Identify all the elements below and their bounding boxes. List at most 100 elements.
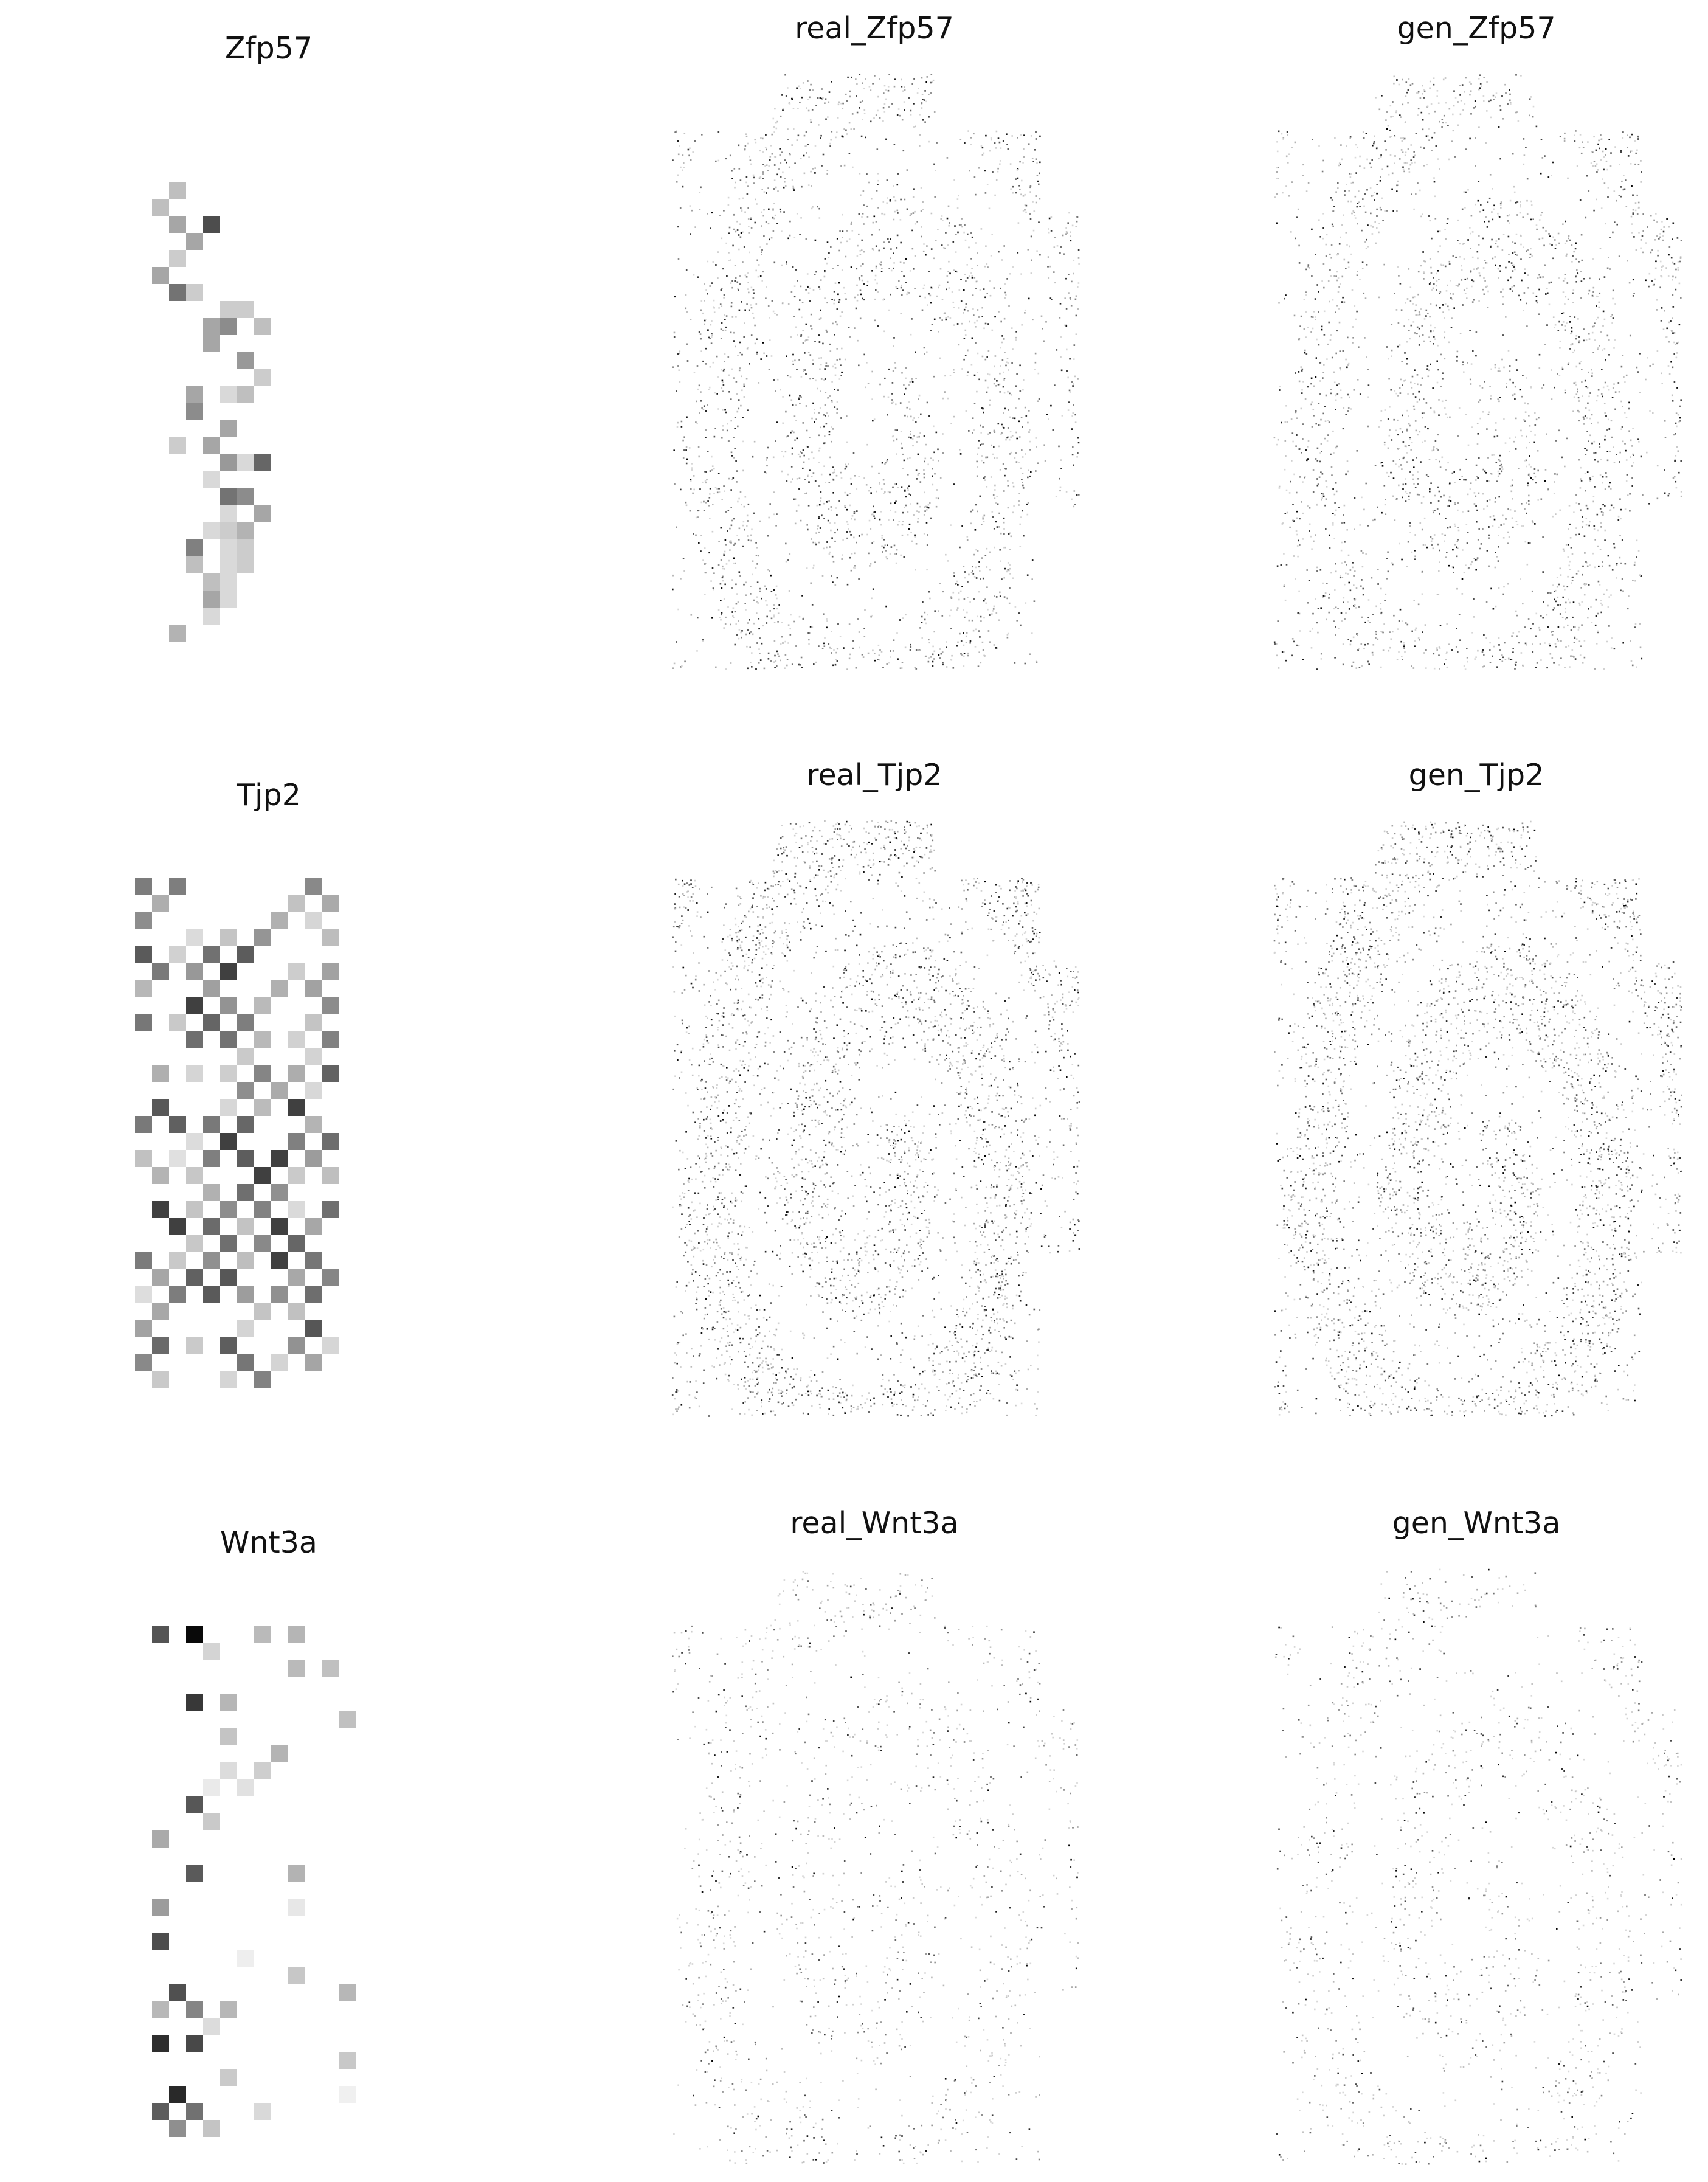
scatter-point (1673, 381, 1676, 383)
scatter-point (1020, 193, 1022, 196)
scatter-point (1316, 447, 1319, 449)
scatter-point (861, 533, 863, 536)
scatter-point (823, 547, 825, 550)
scatter-point (1278, 485, 1281, 488)
scatter-point (807, 286, 809, 288)
scatter-point (707, 451, 709, 452)
scatter-point (1383, 263, 1385, 266)
scatter-point (780, 176, 782, 178)
scatter-point (1469, 227, 1471, 229)
scatter-point (1531, 520, 1533, 522)
scatter-point (1526, 377, 1527, 379)
scatter-point (870, 615, 872, 618)
scatter-point (881, 212, 883, 215)
scatter-point (964, 355, 967, 356)
scatter-point (1336, 279, 1338, 282)
scatter-point (1589, 417, 1591, 420)
scatter-point (688, 447, 691, 449)
scatter-point (961, 586, 963, 587)
scatter-point (1316, 503, 1318, 505)
scatter-point (699, 192, 701, 193)
scatter-point (993, 644, 995, 646)
scatter-point (902, 453, 904, 455)
scatter-point (1622, 137, 1624, 139)
scatter-point (748, 232, 750, 234)
scatter-point (1673, 353, 1675, 355)
scatter-point (1034, 149, 1036, 151)
scatter-point (1402, 457, 1405, 460)
scatter-point (1407, 393, 1409, 395)
scatter-point (1399, 114, 1401, 116)
scatter-point (1645, 242, 1647, 244)
scatter-point (1474, 559, 1476, 562)
scatter-point (1029, 440, 1031, 443)
scatter-point (826, 501, 828, 503)
scatter-point (1463, 665, 1465, 667)
scatter-point (1416, 457, 1417, 459)
scatter-point (705, 410, 707, 412)
heatmap-cell (305, 1082, 322, 1099)
scatter-point (1411, 193, 1412, 195)
scatter-point (673, 662, 676, 665)
scatter-point (745, 133, 747, 135)
scatter-point (1008, 569, 1010, 572)
scatter-point (901, 294, 903, 296)
scatter-point (789, 553, 791, 555)
scatter-point (818, 318, 821, 320)
scatter-point (1316, 478, 1318, 480)
scatter-point (1359, 206, 1361, 207)
scatter-point (1073, 358, 1075, 360)
scatter-point (879, 518, 881, 521)
scatter-point (908, 97, 910, 99)
scatter-point (744, 496, 747, 498)
scatter-point (808, 632, 811, 634)
scatter-point (838, 282, 840, 284)
scatter-point (1585, 583, 1588, 585)
scatter-point (672, 574, 674, 577)
scatter-point (1634, 140, 1636, 142)
scatter-point (738, 407, 740, 410)
scatter-point (894, 78, 896, 80)
scatter-point (1321, 493, 1323, 494)
scatter-point (1078, 494, 1080, 496)
scatter-point (1488, 411, 1490, 414)
scatter-point (1428, 459, 1431, 460)
scatter-point (797, 453, 800, 455)
scatter-point (1509, 378, 1511, 381)
scatter-point (888, 368, 890, 370)
scatter-point (1007, 507, 1009, 509)
scatter-point (1676, 342, 1678, 345)
scatter-point (1454, 504, 1456, 505)
scatter-point (984, 476, 986, 478)
scatter-point (1465, 77, 1467, 79)
scatter-point (1580, 466, 1582, 469)
scatter-point (798, 488, 800, 490)
scatter-point (766, 622, 768, 624)
scatter-point (1564, 132, 1566, 134)
scatter-point (981, 443, 983, 445)
scatter-point (911, 83, 913, 85)
scatter-point (1008, 602, 1011, 604)
scatter-point (785, 560, 787, 563)
scatter-point (1662, 328, 1665, 330)
scatter-point (1633, 462, 1634, 464)
scatter-point (1372, 195, 1374, 196)
scatter-point (853, 511, 856, 513)
scatter-point (763, 667, 766, 670)
scatter-point (811, 109, 814, 111)
scatter-point (1582, 141, 1583, 143)
scatter-point (804, 369, 806, 371)
scatter-point (1295, 530, 1298, 532)
scatter-point (963, 308, 966, 311)
scatter-point (1002, 140, 1004, 142)
scatter-point (1428, 283, 1431, 285)
scatter-point (859, 279, 861, 281)
scatter-point (987, 373, 989, 375)
scatter-point (924, 296, 926, 299)
scatter-point (1389, 129, 1391, 131)
scatter-point (811, 417, 813, 420)
scatter-point (1595, 615, 1597, 617)
scatter-point (972, 308, 974, 310)
scatter-point (846, 668, 848, 670)
scatter-point (964, 616, 966, 618)
